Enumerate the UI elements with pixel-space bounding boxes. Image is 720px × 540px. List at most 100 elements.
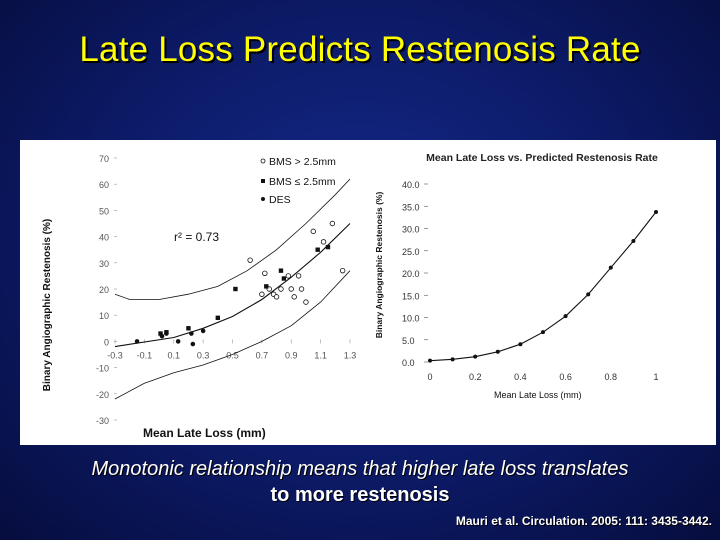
x-axis-label: Mean Late Loss (mm) [494,390,582,400]
y-tick-label: 20 [99,285,109,295]
x-tick-label: 0.6 [559,372,572,382]
data-point-bms-large [262,270,268,276]
x-tick-label: 0.8 [605,372,618,382]
legend-marker-filled-square [261,179,265,183]
y-tick-label: 15.0 [402,291,420,301]
data-point-des [134,339,140,344]
data-point-bms-large [295,273,302,279]
data-point [428,358,432,363]
data-point [654,210,658,215]
data-point-bms-large [285,273,292,279]
data-point-bms-small [315,247,320,252]
data-point-bms-large [278,286,284,292]
x-tick-label: 0.7 [256,350,269,360]
data-point-bms-small [215,315,221,321]
data-point [495,349,500,354]
data-point-bms-small [186,326,191,331]
y-tick-label: 0.0 [402,358,415,368]
caption-line-2: to more restenosis [270,484,450,506]
caption-line-1: Monotonic relationship means that higher… [91,458,629,480]
fit-line-upper-ci [114,178,351,300]
data-point [608,265,613,270]
data-point-bms-large [273,294,280,300]
legend-marker-open-circle [260,158,266,164]
y-tick-label: 25.0 [402,247,420,257]
data-point-bms-large [291,294,297,300]
y-tick-label: 0 [104,337,109,347]
data-point-des [159,333,165,339]
y-tick-label: 60 [99,180,109,190]
y-tick-label: 20.0 [402,269,420,279]
data-point-bms-small [281,276,287,281]
data-point-des [189,331,194,336]
y-tick-label: 40.0 [402,180,420,190]
data-point-bms-small [158,331,163,336]
x-axis-label: Mean Late Loss (mm) [143,426,266,440]
slide-title: Late Loss Predicts Restenosis Rate [79,30,641,69]
legend-marker-filled-circle [261,197,265,201]
data-point-bms-small [278,268,284,273]
data-point [586,292,591,297]
data-point [563,314,568,319]
legend-label: BMS > 2.5mm [269,156,336,168]
y-tick-label: 35.0 [402,202,420,212]
x-tick-label: 1 [653,372,658,382]
legend-label: DES [269,194,291,206]
data-point-bms-large [259,291,265,297]
x-tick-label: 1.1 [314,350,327,360]
x-tick-label: 0.2 [469,372,482,382]
y-tick-label: -20 [96,390,109,400]
data-point [473,354,478,359]
y-tick-label: 5.0 [402,336,415,346]
data-point-bms-large [247,257,253,263]
citation: Mauri et al. Circulation. 2005: 111: 343… [455,514,712,528]
data-point-bms-small [325,244,331,250]
y-tick-label: 10.0 [402,314,420,324]
data-point [450,357,455,362]
data-point-des [164,331,169,336]
x-tick-label: 0.4 [514,372,527,382]
x-tick-label: 1.3 [344,350,357,360]
r-squared-annotation: r² = 0.73 [174,230,219,244]
x-tick-label: -0.3 [107,350,123,360]
x-tick-label: -0.1 [137,350,153,360]
y-tick-label: 50 [99,206,109,216]
line-chart: Mean Late Loss vs. Predicted Restenosis … [374,152,659,400]
legend-label: BMS ≤ 2.5mm [269,176,336,188]
data-point-des [200,328,206,334]
data-point [631,238,636,243]
data-point [518,342,523,347]
y-tick-label: 40 [99,233,109,243]
data-point-bms-large [288,286,294,292]
y-tick-label: 70 [99,154,109,164]
y-tick-label: -30 [96,416,109,426]
x-tick-label: 0.9 [285,350,298,360]
y-axis-label: Binary Angiographic Restenosis (%) [42,219,53,391]
x-tick-label: 0 [427,372,432,382]
data-point-bms-large [298,286,305,292]
data-point [541,330,545,335]
caption: Monotonic relationship means that higher… [0,456,720,508]
scatter-chart: 70 60 50 40 30 20 10 0 -10 -20 -30 -0.3 -0.1 0.1 0.3 0.… [42,154,357,440]
y-tick-label: 10 [99,311,109,321]
data-point-bms-large [303,299,309,305]
x-tick-label: 0.5 [226,350,239,360]
y-tick-label: -10 [96,364,109,374]
line-chart-panel: Mean Late Loss vs. Predicted Restenosis … [362,140,716,445]
data-point-des [190,341,196,347]
data-point-bms-small [233,286,238,292]
data-point-bms-large [329,220,336,227]
y-tick-label: 30.0 [402,225,420,235]
chart-title: Mean Late Loss vs. Predicted Restenosis … [426,152,658,164]
y-tick-label: 30 [99,259,109,269]
data-point-bms-small [264,284,269,289]
x-tick-label: 0.1 [167,350,180,360]
x-tick-label: 0.3 [197,350,210,360]
data-point-bms-large [320,239,327,245]
data-point-bms-large [310,228,316,235]
fit-line-lower-ci [114,270,351,400]
scatter-chart-panel: 70 60 50 40 30 20 10 0 -10 -20 -30 -0.3 -0.1 0.1 0.3 0.… [20,140,362,445]
fit-line-fit [114,223,351,348]
series-line [429,211,657,362]
data-point-bms-large [339,267,346,274]
